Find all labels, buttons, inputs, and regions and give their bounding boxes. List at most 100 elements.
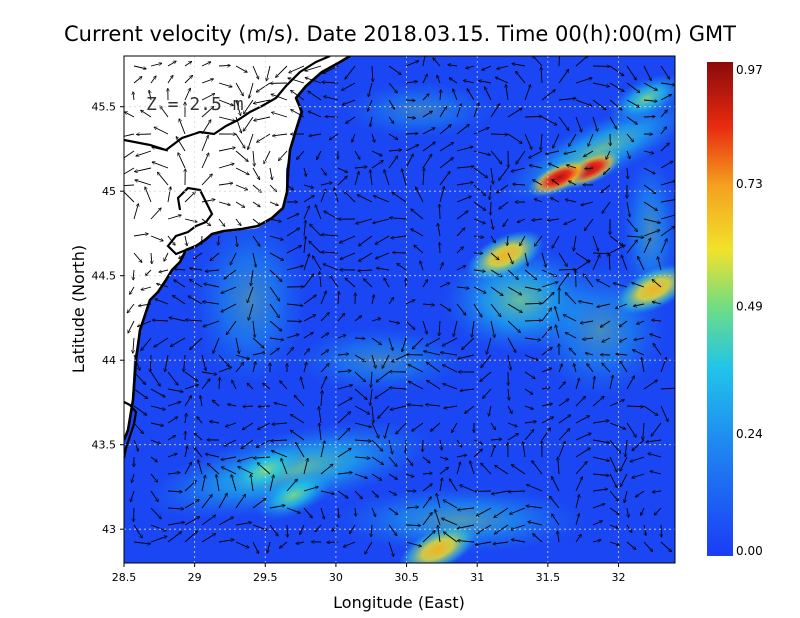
vector-arrow-878 <box>371 524 372 537</box>
vector-arrow-541 <box>619 337 628 342</box>
vector-arrow-522 <box>303 332 313 339</box>
vector-arrow-242 <box>439 171 450 186</box>
vector-arrow-154 <box>569 133 577 146</box>
vector-arrow-573 <box>616 354 628 355</box>
vector-arrow-22 <box>497 65 509 69</box>
vector-arrow-501 <box>490 320 495 338</box>
vector-arrow-745 <box>271 451 288 458</box>
vector-arrow-332 <box>321 235 339 236</box>
vector-arrow-373 <box>490 252 499 260</box>
vector-arrow-664 <box>541 404 552 407</box>
vector-arrow-352 <box>133 252 142 262</box>
vector-arrow-827 <box>592 489 608 492</box>
vector-arrow-597 <box>480 371 492 382</box>
vector-arrow-854 <box>494 507 509 518</box>
vector-arrow-836 <box>201 495 212 509</box>
vector-arrow-629 <box>483 388 492 398</box>
vector-arrow-623 <box>375 388 390 398</box>
vector-arrow-544 <box>133 354 140 370</box>
vector-arrow-44 <box>322 82 339 83</box>
vector-arrow-663 <box>524 405 533 409</box>
vector-arrow-864 <box>133 524 142 538</box>
vector-arrow-333 <box>339 235 356 243</box>
vector-arrow-589 <box>354 371 366 382</box>
vector-arrow-412 <box>609 253 610 271</box>
vector-arrow-78 <box>367 99 373 111</box>
vector-arrow-474 <box>565 292 577 305</box>
vector-arrow-467 <box>456 303 466 315</box>
vector-arrow-4 <box>201 62 211 67</box>
vector-arrow-847 <box>388 507 398 515</box>
vector-arrow-100 <box>201 106 214 118</box>
vector-arrow-771 <box>184 462 192 475</box>
vector-arrow-144 <box>405 133 418 134</box>
vector-arrow-6 <box>235 65 247 72</box>
vector-arrow-643 <box>184 396 191 407</box>
vector-arrow-367 <box>375 252 390 259</box>
vector-arrow-119 <box>524 116 542 117</box>
vector-arrow-696 <box>541 417 554 424</box>
vector-arrow-277 <box>490 201 491 215</box>
vector-arrow-350 <box>643 230 660 237</box>
vector-arrow-21 <box>482 65 492 70</box>
vector-arrow-808 <box>269 475 274 492</box>
vector-arrow-447 <box>652 280 662 288</box>
vector-arrow-7 <box>252 65 259 79</box>
vector-arrow-511 <box>652 320 662 321</box>
vector-arrow-36 <box>201 79 214 84</box>
vector-arrow-927 <box>660 541 672 552</box>
vector-arrow-694 <box>507 422 517 427</box>
vector-arrow-770 <box>167 473 180 474</box>
band-south <box>330 485 590 555</box>
band-north-mid <box>340 80 500 140</box>
vector-arrow-775 <box>238 467 254 475</box>
vector-arrow-903 <box>252 541 259 554</box>
vector-arrow-608 <box>133 388 148 399</box>
vector-arrow-695 <box>524 421 536 423</box>
y-axis: 43 43.5 44 44.5 45 45.5 <box>92 101 124 536</box>
vector-arrow-746 <box>295 442 305 458</box>
vector-arrow-370 <box>439 242 440 254</box>
vector-arrow-681 <box>272 423 288 424</box>
vector-arrow-851 <box>443 500 458 509</box>
vector-arrow-125 <box>626 116 637 124</box>
vector-arrow-11 <box>305 65 322 71</box>
vector-arrow-293 <box>218 218 225 226</box>
vector-arrow-200 <box>269 167 272 180</box>
vector-arrow-105 <box>272 112 288 118</box>
vector-arrow-614 <box>232 380 237 390</box>
vector-arrow-234 <box>303 184 313 188</box>
colorbar-label-1: 0.24 <box>736 427 763 441</box>
vector-arrow-325 <box>218 235 219 245</box>
vector-arrow-633 <box>558 382 565 390</box>
vector-arrow-450 <box>155 299 169 305</box>
vector-arrow-856 <box>526 506 543 509</box>
vector-arrow-915 <box>443 532 458 543</box>
vector-arrow-779 <box>320 464 333 475</box>
vector-arrow-862 <box>641 507 645 515</box>
vector-arrow-123 <box>592 116 598 131</box>
vector-arrow-288 <box>133 204 138 220</box>
vector-arrow-895 <box>661 524 662 537</box>
vector-arrow-556 <box>337 354 349 355</box>
vector-arrow-512 <box>133 337 134 353</box>
vector-arrow-113 <box>422 111 433 118</box>
vector-arrow-897 <box>150 536 167 543</box>
vector-arrow-344 <box>534 235 543 246</box>
vector-arrow-406 <box>507 269 518 280</box>
vector-arrow-401 <box>420 261 424 271</box>
vector-arrow-62 <box>643 82 657 90</box>
vector-arrow-239 <box>384 170 390 186</box>
vector-arrow-379 <box>592 253 610 254</box>
vector-arrow-772 <box>198 460 203 475</box>
vector-arrow-567 <box>524 354 538 360</box>
vector-arrow-853 <box>476 507 492 516</box>
vector-arrow-840 <box>269 505 285 509</box>
vector-arrow-68 <box>201 94 215 101</box>
vector-arrow-15 <box>388 65 401 75</box>
vector-arrow-458 <box>303 295 316 305</box>
vector-arrow-455 <box>248 303 254 320</box>
vector-arrow-791 <box>511 465 526 475</box>
vector-arrow-121 <box>558 116 569 130</box>
vector-arrow-700 <box>609 422 626 429</box>
